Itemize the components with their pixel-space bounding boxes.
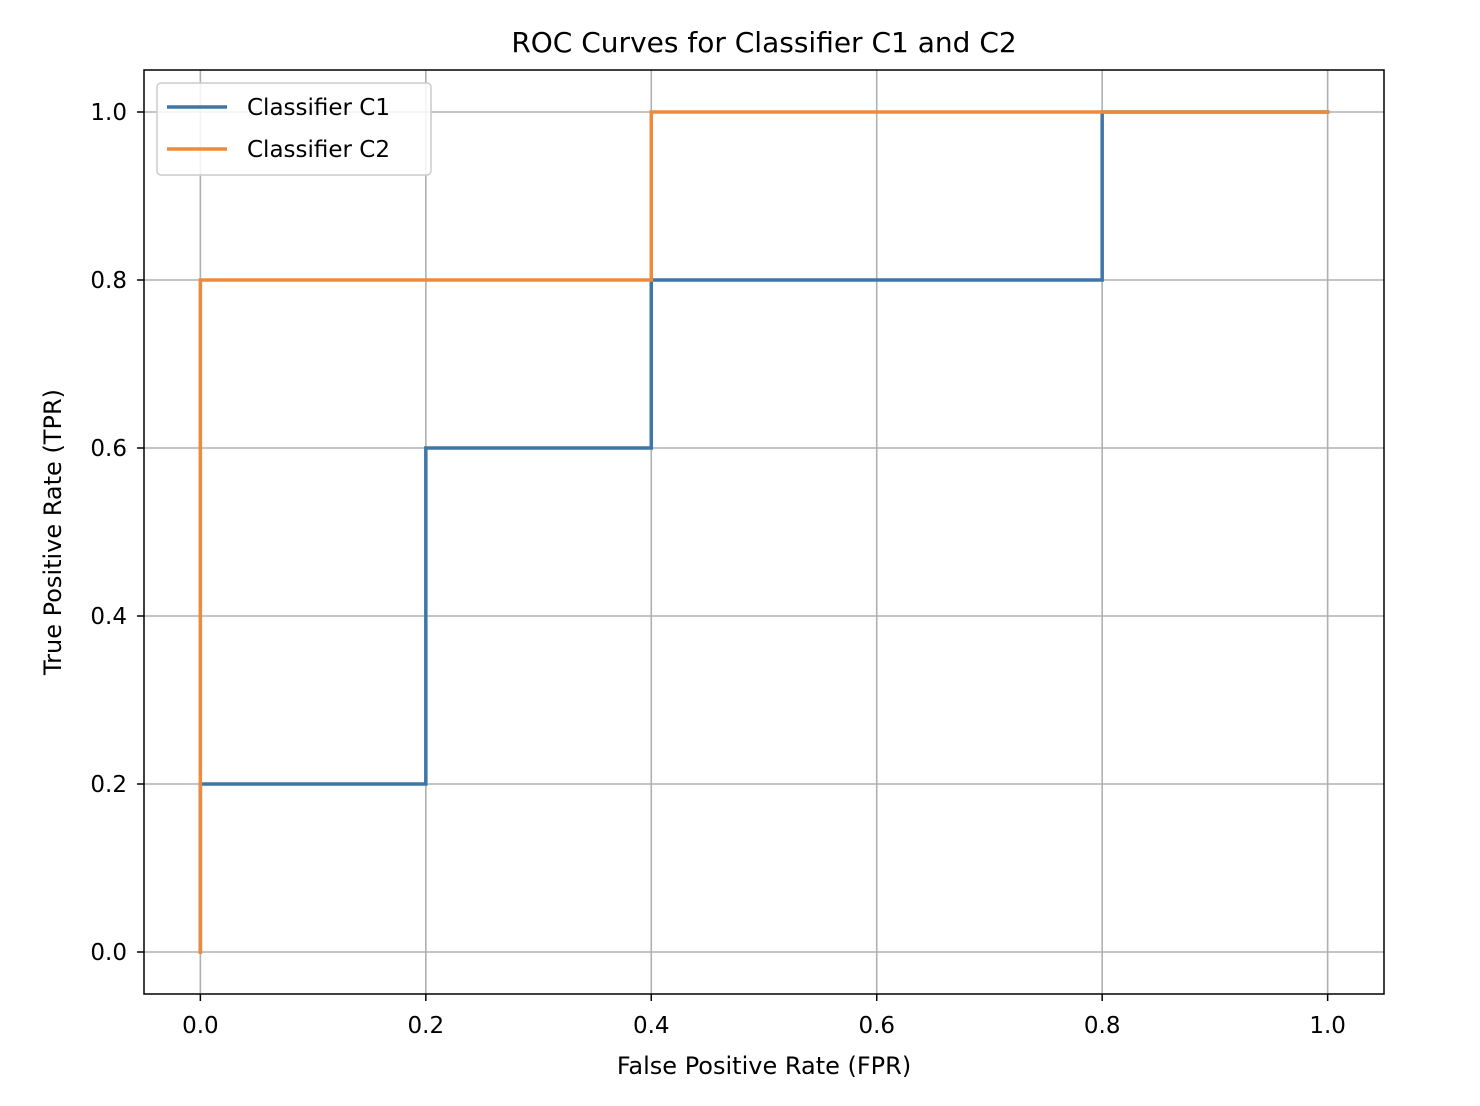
x-tick-label: 0.2 <box>408 1013 445 1039</box>
series-lines <box>198 110 1330 954</box>
y-tick-label: 1.0 <box>90 100 127 126</box>
x-tick-label: 0.4 <box>633 1013 670 1039</box>
y-tick-label: 0.2 <box>90 772 127 798</box>
legend-label-2: Classifier C2 <box>247 137 390 163</box>
y-tick-label: 0.8 <box>90 268 127 294</box>
axis-ticks: 0.0 0.2 0.4 0.6 0.8 1.0 0.0 0.2 0.4 0.6 0.8 1.0 <box>90 100 1346 1039</box>
x-axis-label: False Positive Rate (FPR) <box>617 1052 911 1080</box>
x-tick-label: 0.8 <box>1084 1013 1121 1039</box>
chart-title: ROC Curves for Classifier C1 and C2 <box>511 26 1016 59</box>
y-tick-label: 0.4 <box>90 604 127 630</box>
legend-label-1: Classifier C1 <box>247 95 390 121</box>
plot-frame <box>143 69 1385 995</box>
x-tick-label: 0.6 <box>858 1013 895 1039</box>
series-line-1 <box>198 110 1330 954</box>
y-tick-label: 0.0 <box>90 940 127 966</box>
y-tick-label: 0.6 <box>90 436 127 462</box>
series-line-2 <box>198 110 1330 954</box>
y-axis-label: True Positive Rate (TPR) <box>39 389 67 676</box>
x-tick-label: 1.0 <box>1309 1013 1346 1039</box>
legend: Classifier C1 Classifier C2 <box>156 82 432 176</box>
x-tick-label: 0.0 <box>182 1013 219 1039</box>
